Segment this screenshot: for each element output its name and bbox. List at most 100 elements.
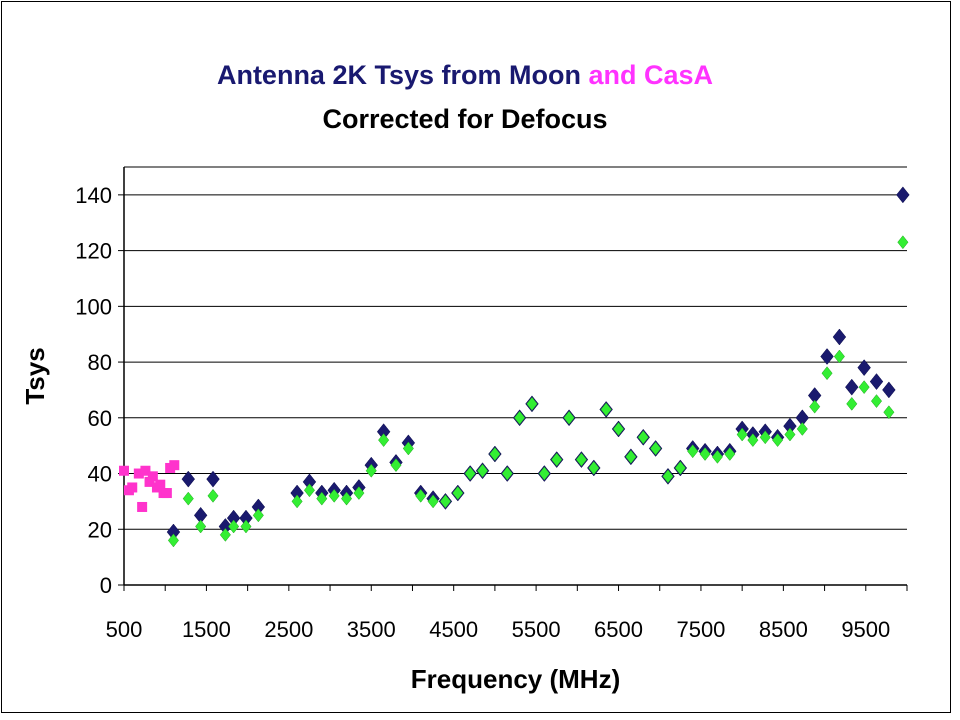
data-point xyxy=(489,447,501,461)
data-point xyxy=(195,519,207,534)
x-tick-label: 3500 xyxy=(347,617,396,642)
data-point xyxy=(207,488,219,503)
data-point xyxy=(378,433,390,447)
data-point xyxy=(772,433,784,447)
data-point xyxy=(897,235,909,250)
data-point xyxy=(687,444,699,459)
data-point xyxy=(353,486,365,500)
data-point xyxy=(832,328,847,346)
data-point xyxy=(390,458,402,473)
data-point xyxy=(784,427,796,442)
data-point xyxy=(820,348,834,365)
data-point xyxy=(341,491,353,506)
y-tick-label: 120 xyxy=(75,239,112,264)
data-point xyxy=(477,463,489,478)
y-tick-label: 40 xyxy=(88,462,112,487)
x-tick-label: 500 xyxy=(106,617,143,642)
data-point xyxy=(882,381,896,399)
data-point xyxy=(144,476,155,487)
data-point xyxy=(169,460,180,471)
data-point xyxy=(551,452,563,467)
data-point xyxy=(291,494,303,509)
data-point xyxy=(140,465,151,476)
data-point xyxy=(206,470,220,488)
data-point xyxy=(501,466,513,481)
y-tick-label: 140 xyxy=(75,183,112,208)
data-point xyxy=(133,468,144,479)
grid-lines xyxy=(124,166,907,530)
data-point xyxy=(182,491,194,506)
x-tick-label: 6500 xyxy=(594,617,643,642)
chart-title-part-moon: Antenna 2K Tsys from Moon xyxy=(216,60,589,90)
data-point xyxy=(613,422,625,436)
data-point xyxy=(439,494,451,509)
data-point xyxy=(869,373,884,390)
data-point xyxy=(846,396,858,411)
data-point xyxy=(883,405,895,420)
tick-labels: 0 20 40 60 80 100 120 140 500 1500 2500 3500 4500 550… xyxy=(75,183,890,642)
data-point xyxy=(796,422,808,436)
data-point xyxy=(588,461,600,475)
data-point xyxy=(514,410,526,425)
data-point xyxy=(219,527,231,542)
data-point xyxy=(147,471,158,482)
data-point xyxy=(870,394,883,408)
axes xyxy=(118,167,908,591)
data-point xyxy=(662,469,674,484)
x-tick-label: 4500 xyxy=(429,617,478,642)
x-tick-label: 2500 xyxy=(264,617,313,642)
data-point xyxy=(303,483,315,498)
data-point xyxy=(637,430,649,445)
data-point xyxy=(845,378,859,396)
data-point xyxy=(833,349,845,364)
data-point xyxy=(699,447,711,461)
y-tick-label: 20 xyxy=(88,517,112,542)
data-point xyxy=(181,470,196,488)
y-tick-label: 80 xyxy=(88,350,112,375)
data-point xyxy=(625,449,637,464)
data-point xyxy=(575,452,587,467)
y-tick-label: 60 xyxy=(88,406,112,431)
data-point xyxy=(365,463,377,478)
data-point xyxy=(415,488,427,503)
data-point xyxy=(464,466,476,481)
data-point xyxy=(252,508,264,523)
data-point xyxy=(167,533,179,548)
data-point xyxy=(563,410,575,425)
data-point xyxy=(747,433,759,447)
chart-subtitle: Corrected for Defocus xyxy=(322,104,608,134)
data-point xyxy=(402,441,414,456)
data-point xyxy=(240,519,252,534)
x-tick-label: 1500 xyxy=(182,617,231,642)
y-tick-label: 100 xyxy=(75,294,112,319)
data-point xyxy=(155,479,166,490)
data-point xyxy=(711,449,723,464)
data-point xyxy=(724,447,736,461)
data-point xyxy=(600,402,612,417)
data-point xyxy=(161,488,172,499)
chart-frame xyxy=(1,1,951,713)
data-point xyxy=(857,359,871,377)
x-tick-label: 9500 xyxy=(841,617,890,642)
data-point xyxy=(427,494,439,509)
data-point xyxy=(858,380,870,395)
x-tick-label: 8500 xyxy=(759,617,808,642)
data-point xyxy=(736,427,748,442)
chart-title-part-casa: and CasA xyxy=(588,60,714,90)
chart-title: Antenna 2K Tsys from Moon and CasA xyxy=(0,60,930,91)
x-tick-label: 7500 xyxy=(676,617,725,642)
data-point xyxy=(526,396,538,411)
data-point xyxy=(137,501,148,512)
data-point xyxy=(119,465,129,476)
y-tick-label: 0 xyxy=(100,573,112,598)
data-point xyxy=(228,519,240,534)
data-point xyxy=(127,482,138,493)
data-point xyxy=(674,461,686,475)
data-point xyxy=(759,430,771,445)
data-points xyxy=(119,186,910,548)
data-point xyxy=(452,486,464,500)
data-point xyxy=(896,186,910,204)
data-point xyxy=(650,441,662,456)
data-point xyxy=(538,466,550,481)
y-axis-title: Tsys xyxy=(20,347,50,404)
